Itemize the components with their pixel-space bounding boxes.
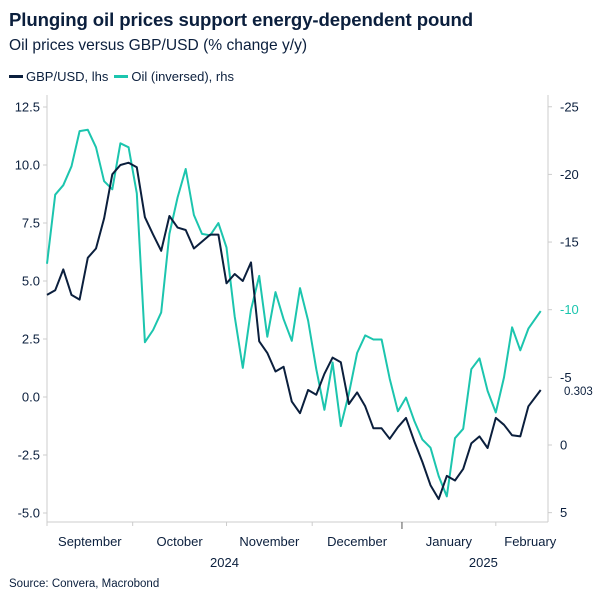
left-tick-label: -2.5 <box>18 448 40 463</box>
legend: GBP/USD, lhs Oil (inversed), rhs <box>9 69 234 84</box>
left-tick-label: -5.0 <box>18 506 40 521</box>
month-label: September <box>58 534 122 549</box>
right-tick-label: -15 <box>560 235 579 250</box>
year-label-2025: 2025 <box>469 555 498 570</box>
month-label: November <box>239 534 300 549</box>
oil-line <box>46 128 542 498</box>
month-label: October <box>156 534 203 549</box>
right-tick-label: -5 <box>560 370 572 385</box>
year-label-2024: 2024 <box>210 555 239 570</box>
source-note: Source: Convera, Macrobond <box>9 578 160 590</box>
left-tick-label: 5.0 <box>22 274 40 289</box>
legend-item-oil: Oil (inversed), rhs <box>114 69 234 84</box>
chart-subtitle: Oil prices versus GBP/USD (% change y/y) <box>9 37 308 54</box>
right-tick-label: 5 <box>560 505 567 520</box>
gbp-last-value-label: 0.303 <box>564 386 593 398</box>
legend-swatch-gbp <box>9 75 23 78</box>
month-label: December <box>327 534 388 549</box>
legend-item-gbp: GBP/USD, lhs <box>9 69 108 84</box>
left-tick-label: 0.0 <box>22 390 40 405</box>
right-tick-label: -25 <box>560 99 579 114</box>
chart-title: Plunging oil prices support energy-depen… <box>9 9 473 30</box>
left-tick-label: 2.5 <box>22 332 40 347</box>
legend-label-oil: Oil (inversed), rhs <box>131 69 234 84</box>
month-label: January <box>426 534 473 549</box>
left-tick-label: 7.5 <box>22 216 40 231</box>
right-tick-label: 0 <box>560 438 567 453</box>
left-tick-label: 10.0 <box>15 158 40 173</box>
month-label: February <box>504 534 557 549</box>
right-tick-label: -20 <box>560 167 579 182</box>
gbp-last-value-background <box>560 382 600 398</box>
legend-label-gbp: GBP/USD, lhs <box>26 69 109 84</box>
gbp-line <box>46 161 542 501</box>
oil-last-value-label: -10 <box>560 302 579 317</box>
left-tick-label: 12.5 <box>15 100 40 115</box>
legend-swatch-oil <box>114 75 129 78</box>
